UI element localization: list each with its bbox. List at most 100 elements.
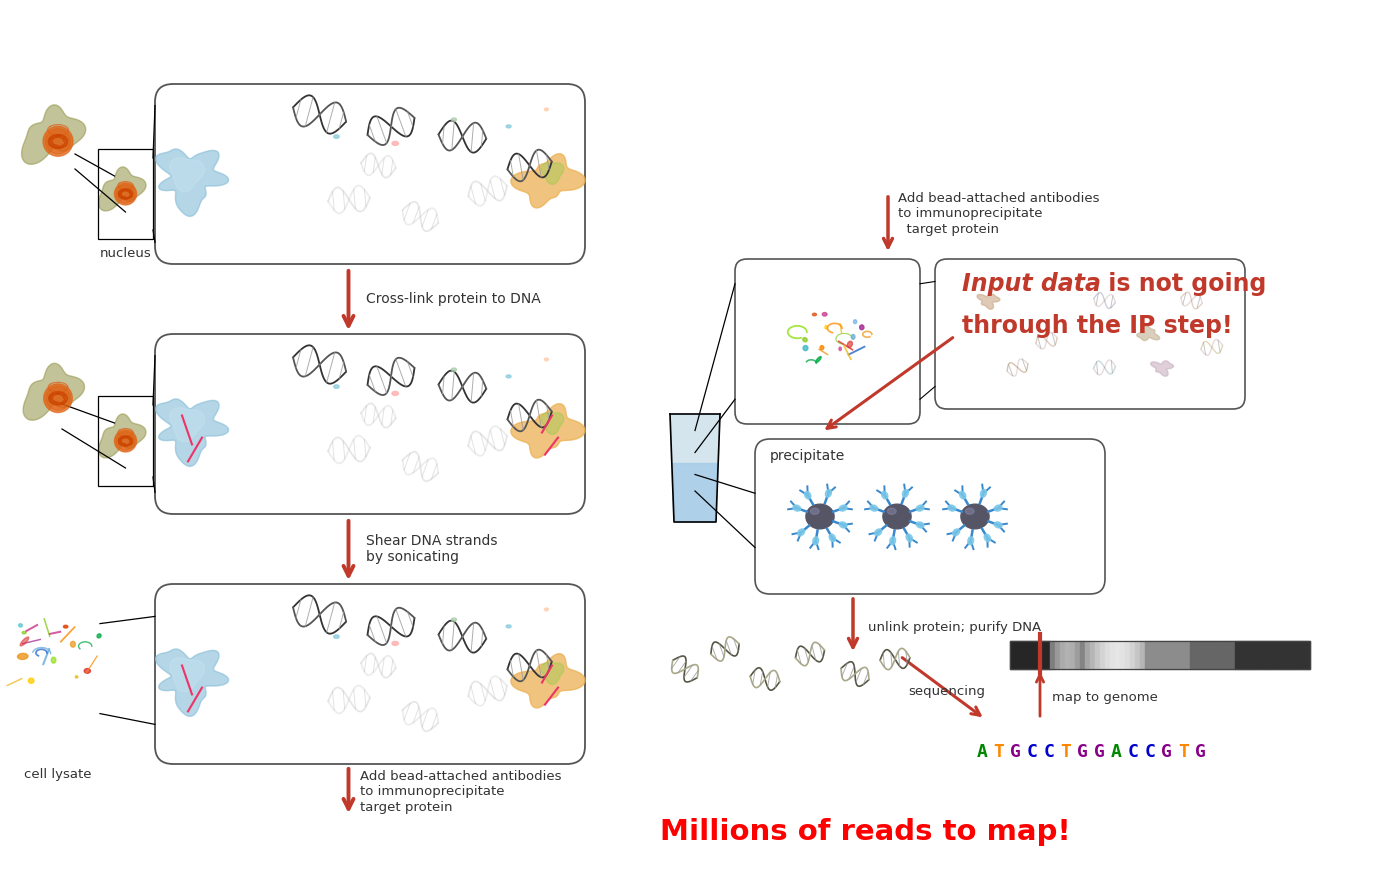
Polygon shape <box>155 149 228 217</box>
Ellipse shape <box>802 337 807 342</box>
Ellipse shape <box>839 522 847 528</box>
Bar <box>1100 641 1104 669</box>
Bar <box>1300 641 1304 669</box>
Text: T: T <box>1179 743 1190 761</box>
Ellipse shape <box>967 537 973 545</box>
Bar <box>1260 641 1265 669</box>
Ellipse shape <box>994 505 1002 511</box>
Polygon shape <box>99 167 145 211</box>
Text: through the IP step!: through the IP step! <box>962 314 1233 338</box>
Polygon shape <box>169 657 204 691</box>
Ellipse shape <box>17 654 28 659</box>
Ellipse shape <box>22 631 27 634</box>
FancyBboxPatch shape <box>935 259 1246 409</box>
Ellipse shape <box>853 320 857 323</box>
Text: G: G <box>1162 743 1173 761</box>
Ellipse shape <box>391 142 398 145</box>
Bar <box>1085 641 1090 669</box>
FancyBboxPatch shape <box>155 334 584 514</box>
Bar <box>1275 641 1281 669</box>
Ellipse shape <box>63 625 69 628</box>
Ellipse shape <box>804 491 811 499</box>
Polygon shape <box>155 649 228 717</box>
Bar <box>1246 641 1250 669</box>
Bar <box>1155 641 1160 669</box>
Ellipse shape <box>889 537 896 545</box>
Ellipse shape <box>506 625 512 628</box>
Text: T: T <box>994 743 1004 761</box>
Bar <box>1009 641 1015 669</box>
Polygon shape <box>541 413 563 434</box>
Text: Cross-link protein to DNA: Cross-link protein to DNA <box>366 292 541 306</box>
Bar <box>1120 641 1125 669</box>
Ellipse shape <box>334 635 340 638</box>
Ellipse shape <box>829 534 836 542</box>
Ellipse shape <box>812 537 819 545</box>
Bar <box>1205 641 1211 669</box>
Bar <box>1060 641 1065 669</box>
Text: Add bead-attached antibodies
to immunoprecipitate
target protein: Add bead-attached antibodies to immunopr… <box>361 771 562 814</box>
Polygon shape <box>169 407 204 441</box>
Bar <box>1290 641 1295 669</box>
Text: G: G <box>1078 743 1088 761</box>
Text: Add bead-attached antibodies
to immunoprecipitate
  target protein: Add bead-attached antibodies to immunopr… <box>898 192 1099 235</box>
FancyBboxPatch shape <box>755 439 1104 594</box>
Bar <box>1030 641 1035 669</box>
Polygon shape <box>510 154 586 208</box>
Ellipse shape <box>802 345 808 350</box>
Bar <box>1220 641 1225 669</box>
Ellipse shape <box>452 368 457 371</box>
Bar <box>1075 641 1081 669</box>
Bar <box>1095 641 1100 669</box>
Circle shape <box>45 128 71 154</box>
Ellipse shape <box>916 505 924 511</box>
Ellipse shape <box>906 534 913 542</box>
Ellipse shape <box>793 505 801 511</box>
Polygon shape <box>99 167 145 211</box>
Ellipse shape <box>916 522 924 528</box>
Circle shape <box>43 127 73 156</box>
Bar <box>1135 641 1139 669</box>
Text: nucleus: nucleus <box>99 247 151 260</box>
Bar <box>1240 641 1246 669</box>
Ellipse shape <box>888 508 896 514</box>
Ellipse shape <box>452 618 457 621</box>
Polygon shape <box>155 399 228 467</box>
Circle shape <box>115 183 137 205</box>
Bar <box>1069 641 1075 669</box>
Bar <box>1139 641 1145 669</box>
Ellipse shape <box>544 608 548 611</box>
Text: Millions of reads to map!: Millions of reads to map! <box>660 818 1071 846</box>
Ellipse shape <box>391 642 398 645</box>
FancyBboxPatch shape <box>735 259 920 424</box>
Polygon shape <box>541 163 563 184</box>
Polygon shape <box>977 294 1000 309</box>
Ellipse shape <box>75 676 78 678</box>
Polygon shape <box>155 649 228 717</box>
Ellipse shape <box>812 313 816 316</box>
Polygon shape <box>670 414 720 522</box>
Circle shape <box>115 430 137 452</box>
Polygon shape <box>510 654 586 708</box>
Bar <box>1186 641 1190 669</box>
Ellipse shape <box>984 534 991 542</box>
Ellipse shape <box>822 313 828 316</box>
Ellipse shape <box>20 637 29 646</box>
Ellipse shape <box>798 529 805 536</box>
Text: Input data: Input data <box>962 272 1102 296</box>
Bar <box>1269 641 1275 669</box>
Text: T: T <box>1061 743 1071 761</box>
Bar <box>1050 641 1055 669</box>
Ellipse shape <box>96 634 101 638</box>
Ellipse shape <box>959 491 966 499</box>
Ellipse shape <box>948 505 956 511</box>
Bar <box>1250 641 1255 669</box>
Bar <box>1255 641 1260 669</box>
Ellipse shape <box>28 678 34 683</box>
Text: cell lysate: cell lysate <box>24 768 92 781</box>
Ellipse shape <box>391 392 398 395</box>
Ellipse shape <box>875 529 882 536</box>
Text: G: G <box>1011 743 1021 761</box>
Ellipse shape <box>839 505 847 511</box>
Ellipse shape <box>851 335 856 339</box>
